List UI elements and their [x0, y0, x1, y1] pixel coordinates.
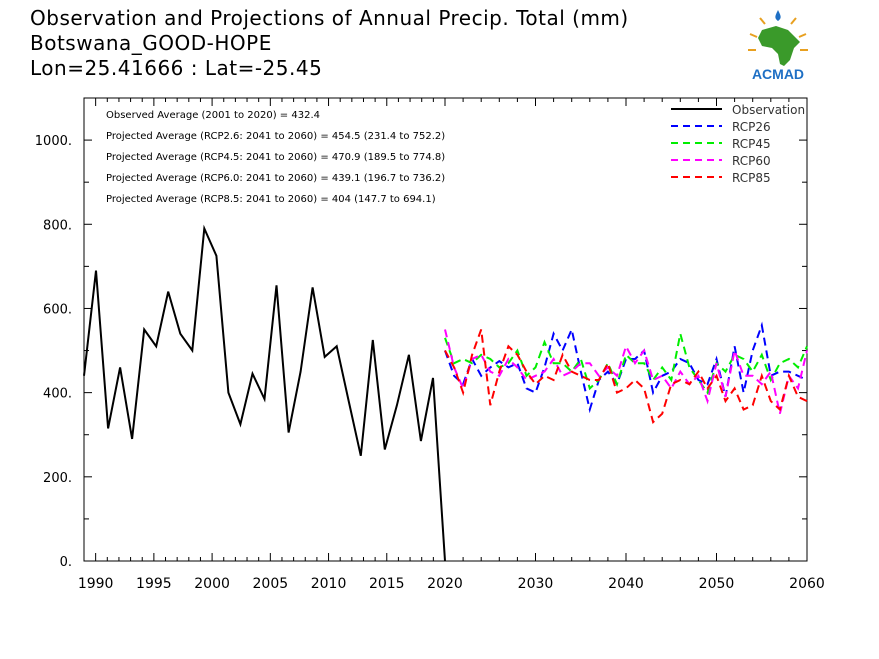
- annotation-text: Projected Average (RCP8.5: 2041 to 2060)…: [106, 194, 436, 205]
- coords-label: Lon=25.41666 : Lat=-25.45: [30, 56, 323, 80]
- x-tick-label: 2050: [699, 576, 735, 592]
- annotation-text: Projected Average (RCP4.5: 2041 to 2060)…: [106, 152, 445, 163]
- legend-label: Observation: [732, 103, 805, 117]
- annotation-text: Projected Average (RCP6.0: 2041 to 2060)…: [106, 173, 445, 184]
- legend: Observation RCP26 RCP45 RCP60 RCP85: [671, 103, 805, 185]
- y-tick-label: 600.: [43, 302, 72, 317]
- x-tick-label: 1995: [136, 576, 172, 592]
- annotation-text: Projected Average (RCP2.6: 2041 to 2060)…: [106, 131, 445, 142]
- location-label: Botswana_GOOD-HOPE: [30, 31, 272, 55]
- x-tick-label: 2010: [311, 576, 347, 592]
- x-tick-label: 1990: [78, 576, 114, 592]
- series-rcp85: [444, 329, 808, 424]
- y-tick-label: 200.: [43, 471, 72, 486]
- series-group: [83, 224, 808, 562]
- x-tick-label: 2030: [518, 576, 554, 592]
- x-tick-label: 2040: [608, 576, 644, 592]
- y-tick-label: 800.: [43, 218, 72, 233]
- x-tick-label: 2060: [789, 576, 825, 592]
- plot-axes: 0. 200. 400. 600. 800. 1000. 1990 1995 2000 2005 2…: [35, 97, 825, 592]
- legend-label: RCP26: [732, 120, 771, 134]
- africa-map-icon: ACMAD: [748, 10, 808, 82]
- annotation-block: Observed Average (2001 to 2020) = 432.4 P…: [106, 110, 445, 205]
- logo-text: ACMAD: [752, 66, 804, 82]
- series-rcp60: [444, 329, 808, 414]
- legend-label: RCP60: [732, 154, 771, 168]
- legend-label: RCP85: [732, 171, 771, 185]
- chart-title: Observation and Projections of Annual Pr…: [30, 6, 629, 30]
- x-tick-label: 2015: [369, 576, 405, 592]
- x-tick-label: 2000: [194, 576, 230, 592]
- y-tick-label: 1000.: [35, 134, 72, 149]
- x-tick-label: 2020: [427, 576, 463, 592]
- y-tick-label: 0.: [60, 555, 72, 570]
- legend-label: RCP45: [732, 137, 771, 151]
- annotation-text: Observed Average (2001 to 2020) = 432.4: [106, 110, 320, 121]
- series-rcp45: [444, 333, 808, 395]
- y-tick-label: 400.: [43, 387, 72, 402]
- series-observation: [83, 224, 446, 562]
- x-tick-label: 2005: [253, 576, 289, 592]
